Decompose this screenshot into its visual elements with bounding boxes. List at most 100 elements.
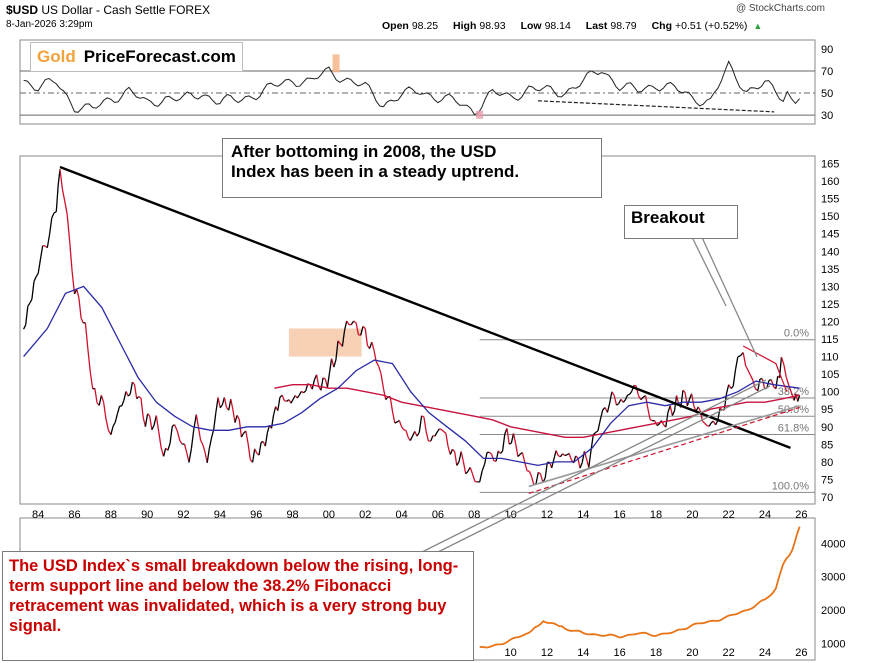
indicator-tick-70: 70	[821, 66, 833, 78]
price-bar	[105, 418, 110, 431]
annotation-uptrend-line-2: Index has been in a steady uptrend.	[231, 162, 520, 182]
price-bar	[481, 463, 486, 472]
price-bar	[405, 430, 409, 438]
price-bar	[568, 453, 572, 460]
price-bar	[127, 393, 131, 397]
price-bar	[31, 281, 35, 300]
price-bar	[530, 476, 535, 485]
price-bar	[423, 416, 427, 432]
price-tick-135: 135	[821, 264, 839, 276]
price-bar	[254, 448, 258, 454]
price-bar	[770, 379, 775, 388]
price-bar	[592, 432, 597, 436]
price-tick-75: 75	[821, 474, 833, 486]
price-bar	[752, 380, 756, 389]
chart-date: 8-Jan-2026 3:29pm	[6, 19, 93, 30]
moving-average-long	[274, 384, 800, 438]
support-trendline-dashed	[528, 406, 800, 495]
price-bar	[80, 317, 84, 324]
price-bar	[627, 393, 630, 396]
lower-xtick-24: 24	[759, 647, 771, 659]
last-value: 98.79	[610, 20, 637, 32]
price-bar	[398, 420, 403, 428]
price-bar	[462, 461, 467, 474]
price-bar	[380, 373, 385, 389]
price-bar	[382, 388, 387, 400]
price-bar	[471, 473, 476, 482]
price-bar	[588, 450, 592, 468]
price-bar	[690, 393, 695, 406]
open-value: 98.25	[411, 20, 439, 32]
price-bar	[797, 395, 801, 402]
price-bar	[747, 370, 752, 376]
price-bar	[728, 384, 732, 389]
breakout-pointer-2	[699, 232, 758, 358]
price-bar	[208, 437, 213, 449]
price-bar	[110, 426, 114, 435]
price-bar	[421, 415, 425, 418]
price-bar	[430, 435, 434, 442]
indicator-line	[23, 60, 800, 116]
annotation-buy-signal: The USD Index`s small breakdown below th…	[2, 551, 474, 661]
price-bar	[425, 431, 430, 442]
price-bar	[717, 408, 721, 421]
price-tick-80: 80	[821, 457, 833, 469]
annotation-uptrend-line-1: After bottoming in 2008, the USD	[231, 142, 497, 161]
buy-signal-pointer-1	[419, 379, 767, 554]
price-bar	[140, 398, 144, 418]
price-bar	[460, 451, 465, 462]
price-bar	[277, 397, 281, 411]
price-bar	[562, 453, 566, 457]
annotation-uptrend: After bottoming in 2008, the USD Index h…	[222, 138, 602, 198]
lower-xtick-12: 12	[541, 647, 553, 659]
price-bar	[133, 384, 138, 399]
price-bar	[167, 442, 171, 451]
price-bar	[116, 406, 121, 414]
price-bar	[296, 394, 300, 399]
price-bar	[640, 396, 644, 401]
price-tick-95: 95	[821, 404, 833, 416]
price-bar	[123, 391, 127, 401]
price-bar	[414, 431, 418, 437]
price-bar	[190, 429, 195, 449]
price-bar	[669, 405, 674, 416]
price-bar	[539, 473, 544, 483]
price-panel: 70 75 80 85 90 95 100 105 110 115 120 125 130 135 140 1…	[23, 159, 839, 521]
price-bar	[629, 390, 633, 395]
price-bar	[69, 241, 73, 272]
price-xtick-96: 96	[250, 509, 262, 521]
price-xtick-94: 94	[214, 509, 226, 521]
price-bar	[343, 320, 348, 331]
lower-tick-1000: 1000	[821, 638, 845, 650]
price-bar	[210, 429, 215, 439]
price-bar	[671, 410, 676, 416]
price-bar	[544, 462, 548, 479]
price-bar	[749, 375, 754, 381]
price-bar	[202, 444, 206, 453]
price-bar	[59, 169, 64, 190]
lower-xtick-18: 18	[650, 647, 662, 659]
price-bar	[48, 217, 53, 235]
price-bar	[114, 413, 119, 423]
lower-tick-2000: 2000	[821, 605, 845, 617]
lower-xtick-14: 14	[577, 647, 589, 659]
price-bar	[521, 452, 526, 463]
price-bar	[706, 424, 710, 427]
price-bar	[418, 415, 423, 433]
price-tick-110: 110	[821, 352, 839, 364]
price-bar	[335, 340, 339, 360]
price-xtick-88: 88	[105, 509, 117, 521]
price-bar	[200, 439, 204, 445]
price-bar	[320, 377, 324, 391]
price-bar	[78, 297, 82, 319]
price-bar	[715, 420, 719, 426]
price-bar	[389, 396, 394, 412]
price-bar	[465, 470, 469, 475]
price-bar	[298, 390, 302, 396]
price-bar	[665, 412, 669, 428]
low-value: 98.14	[544, 20, 571, 32]
price-bar	[260, 440, 264, 443]
price-bar	[25, 306, 29, 325]
price-bar	[441, 429, 445, 433]
brand-priceforecast: PriceForecast.com	[83, 47, 236, 66]
